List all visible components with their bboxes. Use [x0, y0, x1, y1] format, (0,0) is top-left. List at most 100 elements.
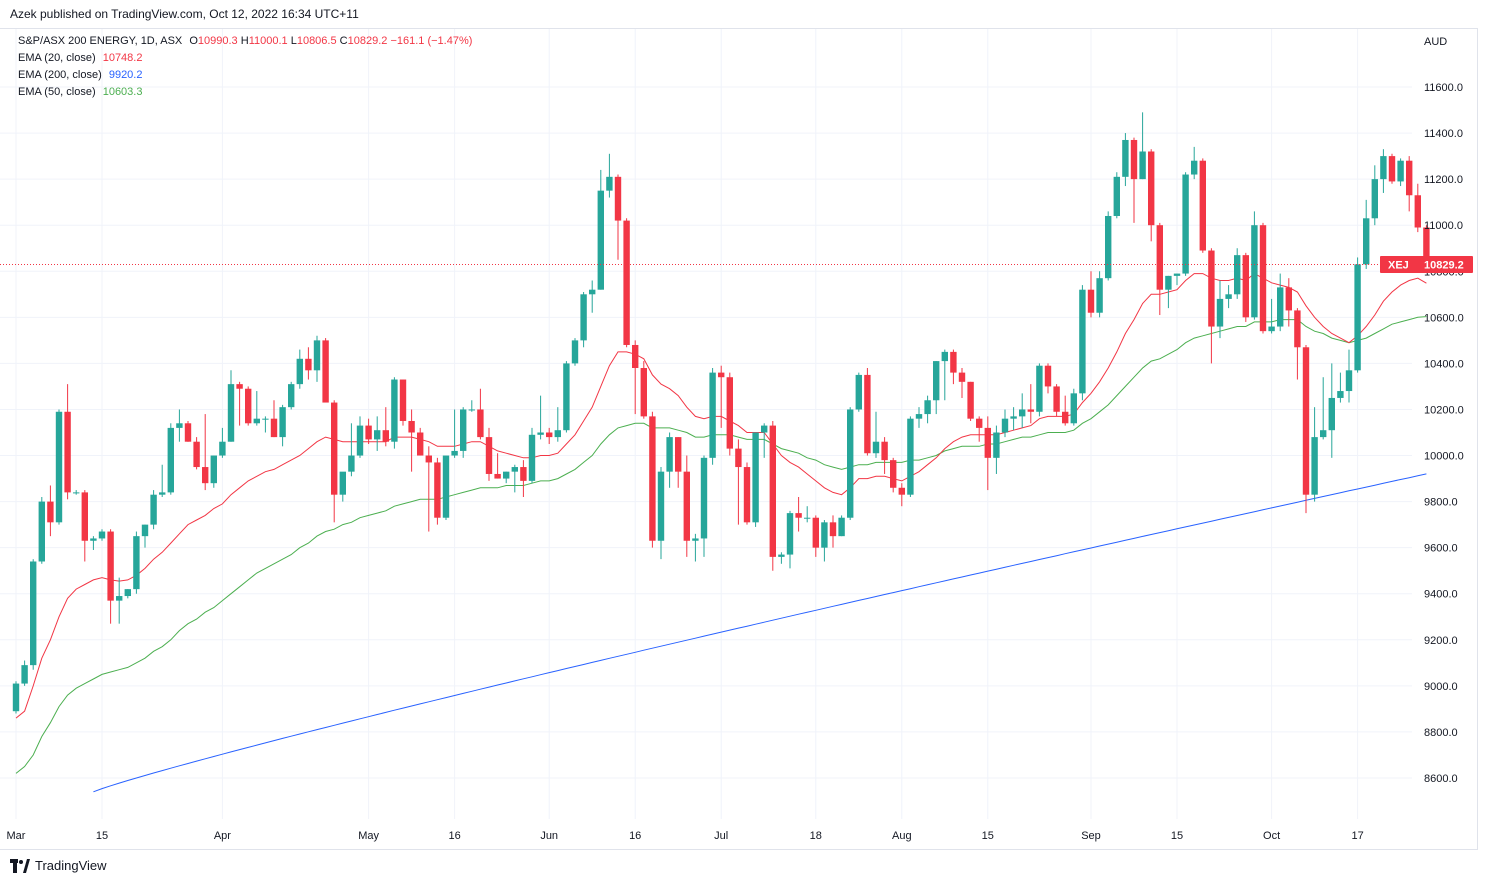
candle-body [890, 460, 897, 488]
candle [967, 381, 974, 421]
price-chart[interactable]: 8600.0 8800.0 9000.0 9200.0 9400.0 9600.0 9800… [0, 29, 1478, 851]
candle [391, 377, 398, 449]
candle-body [374, 430, 381, 440]
x-tick-label: Jun [540, 830, 558, 842]
candle-body [116, 596, 123, 601]
candle-body [64, 411, 71, 493]
price-axis: 8600.0 8800.0 9000.0 9200.0 9400.0 9600.0 9800… [1424, 82, 1464, 785]
candle-body [1079, 289, 1086, 394]
candle-body [417, 432, 424, 456]
candle-body [614, 176, 622, 221]
candle-body [640, 368, 647, 417]
candle-body [1130, 139, 1138, 180]
candle-body [313, 340, 321, 371]
candle-body [30, 561, 37, 666]
published-header: Azek published on TradingView.com, Oct 1… [10, 7, 359, 21]
candle-body [1380, 156, 1387, 180]
candle [941, 349, 948, 401]
candle [425, 446, 432, 532]
candle-body [150, 494, 157, 525]
candle [915, 407, 923, 428]
candle-body [331, 402, 338, 495]
x-tick-label: 17 [1351, 830, 1363, 842]
candle-body [666, 437, 673, 472]
candle-body [1199, 160, 1206, 251]
candle [399, 379, 407, 426]
candle [1053, 384, 1060, 417]
tradingview-brand[interactable]: TradingView [10, 858, 107, 873]
candle-body [193, 441, 200, 468]
candle-body [1242, 255, 1249, 318]
candles [12, 112, 1430, 714]
x-tick-label: 15 [982, 830, 994, 842]
legend-ema50[interactable]: EMA (50, close) 10603.3 [18, 86, 142, 98]
candle-body [528, 434, 536, 481]
candle-body [1294, 310, 1301, 348]
legend-ohlc: O10990.3 H11000.1 L10806.5 C10829.2 −161… [189, 35, 472, 47]
candle [649, 411, 656, 548]
time-axis: Mar 15 Apr May 16 Jun 16 Jul 18 Aug 15 Sep 15 Oct 17 [7, 830, 1364, 842]
legend-ema20[interactable]: EMA (20, close) 10748.2 [18, 52, 142, 64]
candle [339, 471, 346, 502]
candle [1001, 409, 1009, 438]
y-tick-label: 9800.0 [1424, 497, 1458, 509]
y-tick-label: 11600.0 [1424, 82, 1463, 94]
legend-high: 11000.1 [248, 35, 288, 47]
last-price-tag[interactable]: XEJ 10829.2 [1380, 256, 1473, 274]
candle [1105, 211, 1112, 281]
candle [348, 423, 355, 477]
candle [1070, 388, 1077, 426]
candle-body [1216, 298, 1224, 327]
candle-body [202, 467, 209, 484]
candle [1251, 211, 1258, 320]
candle-body [847, 409, 854, 518]
candle-body [1354, 264, 1361, 371]
legend-ema200[interactable]: EMA (200, close) 9920.2 [18, 69, 142, 81]
candle-body [288, 384, 295, 408]
candle-body [245, 388, 252, 424]
candle-body [1234, 255, 1241, 295]
candle [761, 423, 768, 458]
candle [786, 510, 794, 569]
legend-ema200-label: EMA (200, close) [18, 69, 102, 81]
candle [1268, 298, 1275, 334]
legend-ema200-value: 9920.2 [108, 69, 143, 81]
candle [442, 455, 450, 521]
candle [829, 515, 837, 548]
candle-body [589, 289, 596, 295]
candle [1216, 280, 1224, 339]
candle [700, 455, 708, 557]
candle-body [339, 471, 346, 495]
legend-ema20-label: EMA (20, close) [18, 52, 96, 64]
candle [1208, 248, 1215, 364]
candle [236, 381, 243, 426]
candle [1139, 112, 1146, 180]
candle [485, 427, 493, 481]
candle-body [709, 372, 716, 458]
candle [597, 169, 604, 290]
candle-body [391, 379, 398, 442]
candle [227, 370, 235, 442]
candle-body [812, 517, 819, 548]
candle [821, 520, 828, 562]
legend-symbol-line[interactable]: S&P/ASX 200 ENERGY, 1D, ASX O10990.3 H11… [18, 35, 472, 47]
candle-body [1337, 391, 1344, 398]
candle-body [55, 411, 63, 523]
y-tick-label: 10600.0 [1424, 312, 1464, 324]
candle [1294, 308, 1301, 380]
candle [1388, 153, 1396, 184]
chart-pane[interactable]: 8600.0 8800.0 9000.0 9200.0 9400.0 9600.0 9800… [0, 28, 1478, 850]
candle-body [1406, 160, 1413, 196]
candle [1285, 278, 1292, 327]
candle-body [1414, 195, 1421, 228]
y-tick-label: 10200.0 [1424, 404, 1464, 416]
candle-body [468, 409, 475, 411]
x-tick-label: May [358, 830, 379, 842]
candle [890, 457, 897, 493]
candle-body [210, 455, 217, 484]
candle-body [1053, 386, 1060, 412]
candle-body [1251, 225, 1258, 318]
candle [1406, 156, 1413, 212]
candle-body [872, 441, 880, 454]
x-tick-label: 16 [629, 830, 641, 842]
